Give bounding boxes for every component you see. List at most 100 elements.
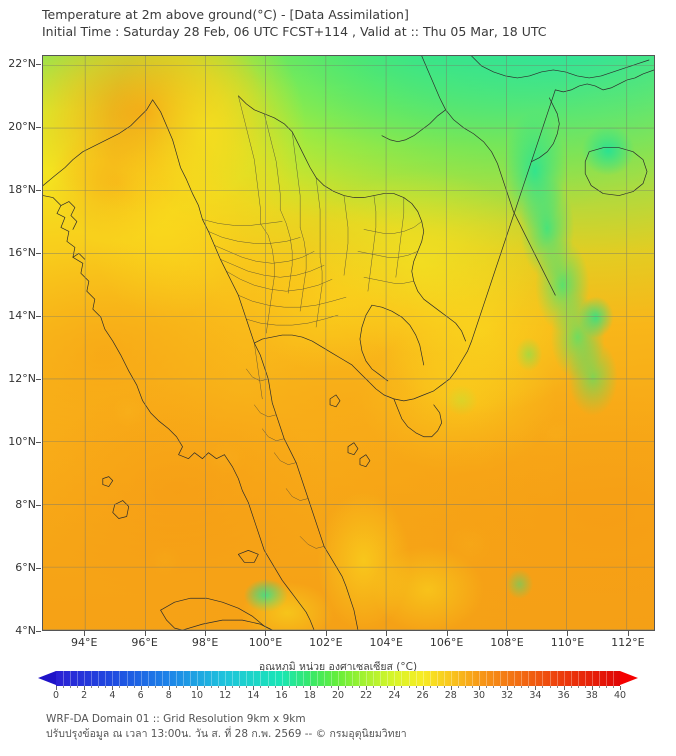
colorbar-band-separator bbox=[232, 671, 234, 686]
colorbar-tick-label: 34 bbox=[529, 690, 542, 701]
colorbar-minor-tick bbox=[175, 686, 177, 688]
colorbar-minor-tick bbox=[232, 686, 234, 688]
colorbar-tick-label: 6 bbox=[137, 690, 144, 701]
latitude-label: 4°N bbox=[15, 624, 36, 637]
colorbar-band-separator bbox=[182, 671, 184, 686]
colorbar-band-separator bbox=[479, 671, 480, 686]
colorbar-tick-label: 16 bbox=[275, 690, 288, 701]
colorbar-band-separator bbox=[549, 671, 551, 686]
colorbar-tick-label: 2 bbox=[81, 690, 88, 701]
colorbar-minor-tick bbox=[161, 686, 163, 688]
colorbar-band-separator bbox=[147, 671, 149, 686]
colorbar-band-separator bbox=[295, 671, 297, 686]
colorbar-minor-tick bbox=[204, 686, 206, 688]
latitude-label: 10°N bbox=[8, 435, 36, 449]
colorbar-band-separator bbox=[112, 671, 114, 686]
longitude-label: 100°E bbox=[248, 636, 283, 649]
colorbar-tick bbox=[479, 686, 480, 690]
colorbar-band-separator bbox=[267, 671, 269, 686]
colorbar-minor-tick bbox=[359, 686, 361, 688]
colorbar-band-separator bbox=[302, 671, 304, 686]
colorbar-minor-tick bbox=[542, 686, 544, 688]
map-plot-area bbox=[42, 55, 655, 631]
latitude-tick bbox=[36, 127, 41, 129]
colorbar-tick bbox=[338, 686, 339, 690]
colorbar-minor-tick bbox=[267, 686, 269, 688]
colorbar-band-separator bbox=[556, 671, 558, 686]
longitude-tick bbox=[567, 631, 569, 636]
colorbar-band-separator bbox=[218, 671, 220, 686]
temperature-field bbox=[43, 56, 654, 630]
colorbar-tick bbox=[225, 686, 227, 690]
colorbar-band-separator bbox=[443, 671, 445, 686]
colorbar-minor-tick bbox=[577, 686, 579, 688]
colorbar-minor-tick bbox=[98, 686, 100, 688]
colorbar-tick bbox=[197, 686, 198, 690]
latitude-label: 14°N bbox=[8, 309, 36, 323]
title-block: Temperature at 2m above ground(°C) - [Da… bbox=[42, 6, 662, 40]
colorbar-band-separator bbox=[591, 671, 593, 686]
colorbar-band-separator bbox=[253, 671, 255, 686]
colorbar-band-separator bbox=[197, 671, 198, 686]
latitude-tick bbox=[36, 568, 41, 570]
colorbar-band-separator bbox=[246, 671, 248, 686]
latitude-tick bbox=[36, 190, 41, 192]
graticule-grid bbox=[43, 56, 654, 630]
latitude-tick bbox=[36, 505, 41, 507]
colorbar-tick bbox=[84, 686, 86, 690]
longitude-label: 94°E bbox=[71, 636, 98, 649]
colorbar-minor-tick bbox=[126, 686, 128, 688]
latitude-label: 20°N bbox=[8, 120, 36, 134]
colorbar-minor-tick bbox=[500, 686, 502, 688]
colorbar-band-separator bbox=[260, 671, 262, 686]
latitude-label: 8°N bbox=[15, 498, 36, 512]
colorbar-band-separator bbox=[507, 671, 509, 686]
colorbar-band-separator bbox=[605, 671, 607, 686]
colorbar-band-separator bbox=[77, 671, 79, 686]
colorbar-tick bbox=[112, 686, 114, 690]
latitude-label: 22°N bbox=[8, 57, 36, 71]
longitude-label: 96°E bbox=[131, 636, 158, 649]
colorbar-band-separator bbox=[211, 671, 213, 686]
colorbar-minor-tick bbox=[91, 686, 93, 688]
colorbar-tick-label: 18 bbox=[303, 690, 316, 701]
colorbar-tick-label: 38 bbox=[585, 690, 598, 701]
colorbar-band-separator bbox=[84, 671, 86, 686]
longitude-label: 102°E bbox=[309, 636, 343, 649]
colorbar-minor-tick bbox=[415, 686, 417, 688]
colorbar-minor-tick bbox=[330, 686, 332, 688]
longitude-tick bbox=[325, 631, 327, 636]
colorbar-band-separator bbox=[514, 671, 516, 686]
colorbar-band-separator bbox=[63, 671, 65, 686]
colorbar-minor-tick bbox=[239, 686, 241, 688]
colorbar-band-separator bbox=[528, 671, 530, 686]
colorbar-tick-label: 30 bbox=[472, 690, 486, 701]
colorbar-tick bbox=[309, 686, 311, 690]
latitude-label: 16°N bbox=[8, 246, 36, 260]
colorbar-band-separator bbox=[612, 671, 614, 686]
colorbar-tick bbox=[56, 686, 57, 690]
colorbar-band-separator bbox=[98, 671, 100, 686]
colorbar: อุณหภูมิ หน่วย องศาเซลเซียส (°C) 0 2 4 6 8 10… bbox=[0, 658, 676, 704]
coastline-overlay bbox=[43, 56, 654, 630]
colorbar-band-separator bbox=[457, 671, 459, 686]
colorbar-minor-tick bbox=[521, 686, 523, 688]
longitude-tick bbox=[446, 631, 448, 636]
colorbar-minor-tick bbox=[323, 686, 325, 688]
colorbar-tick bbox=[507, 686, 509, 690]
colorbar-tick bbox=[168, 686, 170, 690]
colorbar-band-separator bbox=[338, 671, 339, 686]
colorbar-minor-tick bbox=[429, 686, 431, 688]
colorbar-band-separator bbox=[204, 671, 206, 686]
colorbar-tick bbox=[281, 686, 283, 690]
longitude-label: 108°E bbox=[490, 636, 524, 649]
colorbar-band-separator bbox=[154, 671, 156, 686]
colorbar-tick-label: 22 bbox=[360, 690, 373, 701]
colorbar-minor-tick bbox=[598, 686, 600, 688]
colorbar-band-separator bbox=[380, 671, 382, 686]
colorbar-band-separator bbox=[373, 671, 375, 686]
colorbar-band-separator bbox=[415, 671, 417, 686]
colorbar-band-separator bbox=[140, 671, 142, 686]
colorbar-band-separator bbox=[493, 671, 495, 686]
colorbar-band-separator bbox=[471, 671, 473, 686]
